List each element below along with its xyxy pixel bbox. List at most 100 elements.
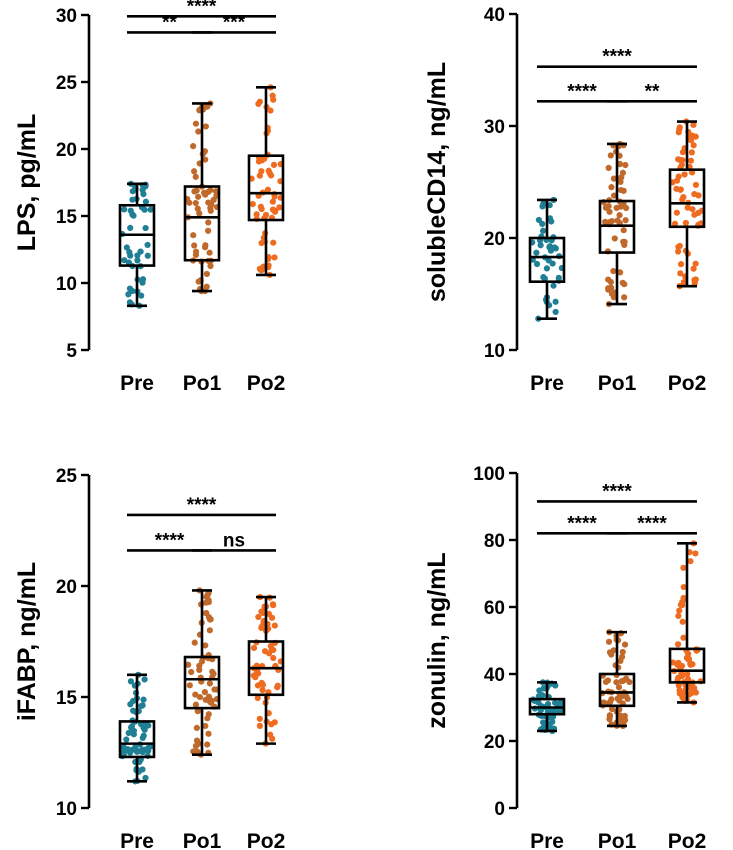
- y-tick-label: 10: [56, 799, 77, 820]
- data-point: [610, 267, 617, 275]
- data-point: [267, 107, 274, 114]
- significance-pre-po1: ****: [537, 513, 627, 535]
- data-point: [608, 290, 616, 297]
- data-point: [270, 239, 277, 246]
- significance-pre-po2: ****: [127, 0, 276, 18]
- data-point: [606, 713, 613, 720]
- data-point: [607, 152, 614, 159]
- data-point: [205, 199, 212, 206]
- data-point: [622, 217, 629, 224]
- data-point: [202, 242, 209, 249]
- significance-label: ****: [602, 481, 632, 502]
- box-pre: [528, 196, 566, 322]
- data-point: [139, 279, 146, 286]
- x-category-label: Po2: [247, 830, 286, 850]
- data-point: [202, 696, 209, 703]
- data-point: [617, 657, 624, 665]
- data-point: [192, 742, 200, 750]
- data-point: [196, 210, 203, 217]
- data-point: [192, 691, 199, 698]
- data-point: [196, 662, 203, 669]
- significance-label: **: [162, 12, 177, 33]
- data-point: [543, 265, 550, 272]
- y-tick-label: 20: [56, 577, 77, 598]
- data-point: [676, 124, 683, 131]
- data-point: [206, 627, 213, 634]
- data-point: [606, 208, 613, 215]
- data-point: [673, 185, 680, 192]
- data-point: [692, 260, 699, 267]
- data-point: [613, 204, 620, 211]
- data-point: [256, 722, 263, 729]
- data-point: [120, 748, 127, 755]
- data-point: [675, 612, 682, 620]
- iqr-box: [598, 672, 636, 708]
- data-point: [269, 601, 277, 608]
- data-point: [602, 218, 609, 225]
- data-point: [142, 224, 149, 232]
- data-point: [618, 174, 625, 181]
- data-point: [205, 730, 212, 737]
- data-point: [613, 679, 620, 686]
- data-point: [138, 702, 145, 710]
- data-point: [205, 596, 212, 604]
- data-point: [614, 695, 621, 702]
- iqr-box: [668, 647, 706, 684]
- data-point: [134, 257, 141, 264]
- data-point: [677, 270, 684, 277]
- y-axis-title: solubleCD14, ng/mL: [423, 62, 451, 302]
- y-tick-label: 80: [484, 531, 505, 552]
- data-point: [692, 550, 699, 557]
- data-point: [675, 129, 682, 136]
- data-point: [127, 224, 134, 231]
- data-point: [130, 731, 137, 738]
- data-point: [687, 137, 695, 144]
- y-tick-label: 15: [56, 688, 78, 709]
- data-point: [250, 644, 258, 652]
- data-point: [254, 682, 262, 689]
- data-point: [675, 682, 682, 689]
- y-tick-label: 40: [484, 5, 505, 26]
- data-point: [684, 204, 691, 211]
- data-point: [141, 676, 148, 683]
- data-point: [209, 668, 216, 675]
- data-point: [130, 212, 137, 219]
- data-point: [147, 206, 154, 213]
- data-point: [602, 204, 610, 211]
- data-point: [145, 747, 152, 755]
- data-point: [139, 766, 146, 773]
- data-point: [555, 274, 562, 281]
- data-point: [687, 157, 695, 164]
- data-point: [204, 715, 211, 722]
- data-point: [268, 646, 275, 653]
- data-point: [688, 149, 695, 156]
- data-point: [271, 622, 278, 629]
- data-point: [202, 642, 209, 649]
- data-point: [186, 682, 193, 689]
- box-po1: [183, 100, 221, 295]
- data-point: [191, 639, 198, 646]
- data-point: [673, 177, 681, 184]
- data-point: [608, 705, 616, 713]
- data-point: [690, 142, 697, 149]
- data-point: [674, 641, 682, 648]
- data-point: [607, 699, 614, 706]
- data-point: [249, 201, 256, 208]
- box-po1: [183, 587, 221, 758]
- data-point: [687, 660, 694, 667]
- data-point: [268, 721, 275, 728]
- significance-label: **: [645, 81, 660, 102]
- box-pre: [118, 180, 156, 309]
- box-po2: [668, 540, 706, 706]
- data-point: [258, 205, 265, 213]
- data-point: [605, 164, 612, 172]
- data-point: [692, 276, 699, 283]
- significance-po1-po2: **: [607, 81, 697, 103]
- significance-label: ****: [155, 530, 185, 551]
- data-point: [552, 298, 559, 305]
- data-point: [690, 265, 697, 272]
- data-point: [205, 227, 212, 234]
- data-point: [188, 668, 195, 676]
- data-point: [140, 696, 147, 703]
